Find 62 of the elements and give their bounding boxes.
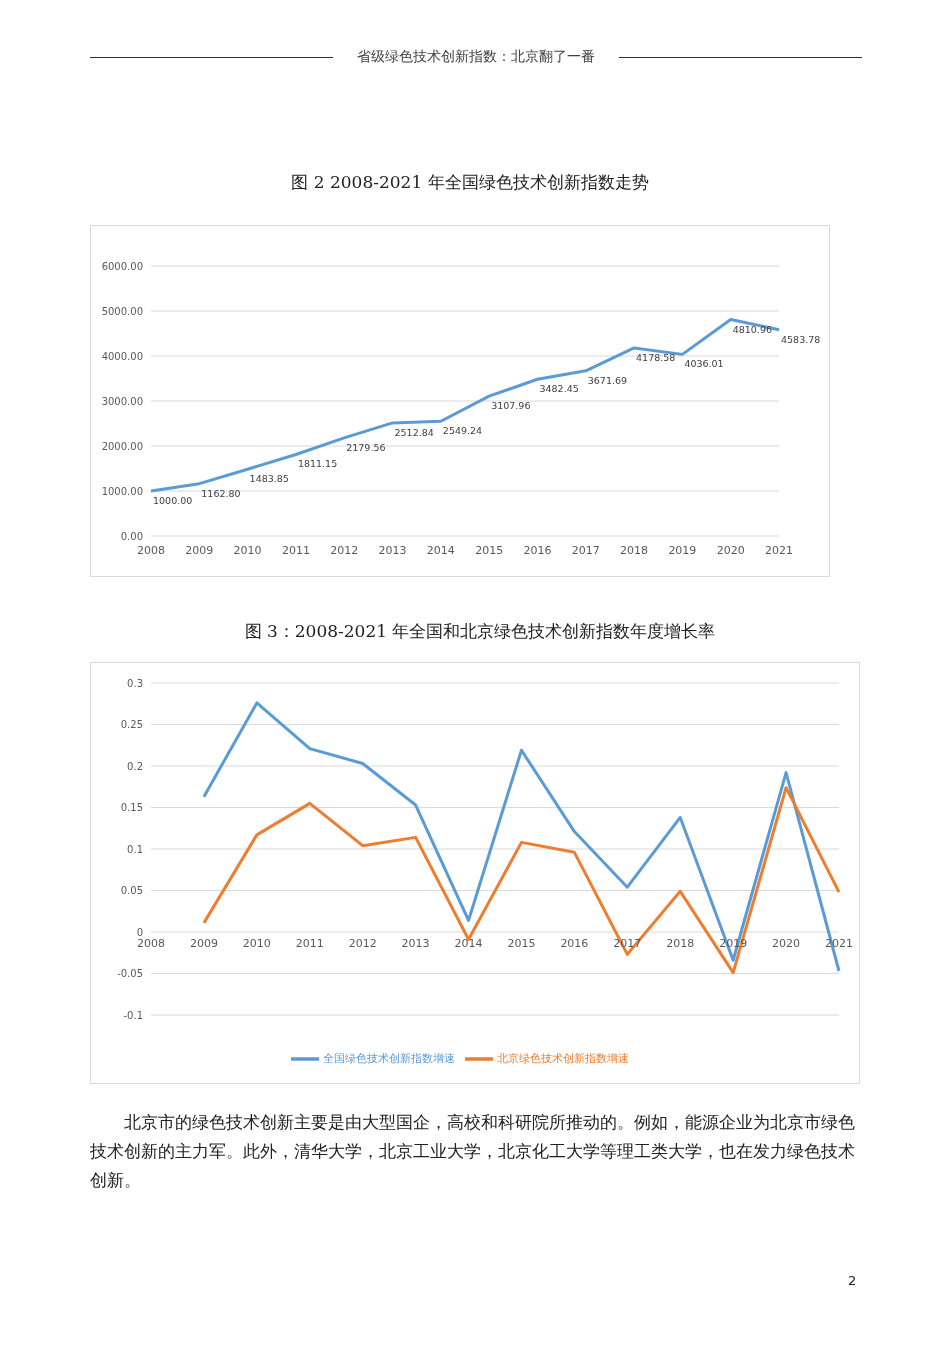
y-tick-label: 0.25 (120, 719, 143, 731)
y-tick-label: 0.00 (120, 530, 143, 542)
y-tick-label: 0.05 (120, 885, 143, 897)
text: 省级绿色技术创新指数：北京翻了一番 (357, 48, 595, 66)
data-label: 4178.58 (636, 351, 676, 363)
x-tick-label: 2011 (281, 544, 310, 557)
y-tick-label: 5000.00 (101, 305, 143, 317)
data-label: 3482.45 (539, 383, 579, 395)
x-tick-label: 2012 (348, 936, 377, 950)
x-tick-label: 2013 (401, 936, 430, 950)
y-tick-label: 6000.00 (101, 260, 143, 272)
data-label: 4583.78 (781, 333, 821, 345)
text: 北京市的绿色技术创新主要是由大型国企，高校和科研院所推动的。例如，能源企业为北京市绿色技术创新的主力军。此外，清华大学，北京工业大学，北京化工大学等理工类大学，也在发力绿色技术创新。 (90, 1111, 856, 1192)
y-tick-label: 1000.00 (101, 485, 143, 497)
data-label: 3107.96 (491, 400, 531, 412)
x-tick-label: 2009 (185, 544, 214, 557)
x-tick-label: 2010 (242, 936, 271, 950)
x-tick-label: 2014 (426, 544, 455, 557)
x-tick-label: 2009 (189, 936, 218, 950)
y-tick-label: 0 (136, 926, 143, 938)
x-tick-label: 2018 (620, 544, 649, 557)
y-tick-label: 2000.00 (101, 440, 143, 452)
x-tick-label: 2008 (137, 544, 165, 557)
y-tick-label: 0.3 (127, 677, 143, 689)
x-tick-label: 2017 (571, 544, 600, 557)
x-tick-label: 2015 (475, 544, 504, 557)
x-tick-label: 2010 (233, 544, 262, 557)
data-label: 1483.85 (249, 473, 289, 485)
data-label: 1000.00 (153, 495, 193, 506)
chart-title: 图 3：2008-2021 年全国和北京绿色技术创新指数年度增长率 (243, 620, 717, 643)
y-tick-label: -0.05 (117, 968, 143, 980)
data-label: 3671.69 (587, 374, 628, 386)
x-tick-label: 2013 (378, 544, 407, 557)
x-tick-label: 2011 (295, 936, 324, 950)
x-tick-label: 2018 (666, 936, 695, 950)
data-label: 1811.15 (297, 458, 338, 470)
y-tick-label: 4000.00 (101, 350, 143, 362)
y-tick-label: 0.1 (127, 843, 143, 855)
y-tick-label: 0.15 (120, 802, 143, 814)
x-tick-label: 2016 (560, 936, 589, 950)
y-tick-label: 0.2 (127, 760, 143, 772)
y-tick-label: 3000.00 (101, 395, 143, 407)
y-tick-label: -0.1 (123, 1009, 143, 1021)
x-tick-label: 2021 (765, 544, 793, 557)
x-tick-label: 2020 (772, 936, 801, 950)
data-label: 2549.24 (442, 425, 483, 437)
data-label: 2512.84 (394, 426, 434, 438)
data-label: 1162.80 (201, 487, 241, 499)
data-label: 2179.56 (346, 441, 386, 453)
x-tick-label: 2008 (137, 936, 165, 950)
legend-label: 全国绿色技术创新指数增速 (323, 1052, 455, 1065)
x-tick-label: 2012 (330, 544, 359, 557)
x-tick-label: 2016 (523, 544, 552, 557)
x-tick-label: 2020 (716, 544, 745, 557)
text: 2 (848, 1273, 857, 1288)
chart-title: 图 2 2008-2021 年全国绿色技术创新指数走势 (290, 171, 650, 194)
x-tick-label: 2019 (668, 544, 697, 557)
legend-label: 北京绿色技术创新指数增速 (497, 1052, 629, 1065)
x-tick-label: 2015 (507, 936, 536, 950)
data-label: 4036.01 (684, 358, 724, 370)
data-label: 4810.96 (732, 323, 772, 335)
x-tick-label: 2014 (454, 936, 483, 950)
